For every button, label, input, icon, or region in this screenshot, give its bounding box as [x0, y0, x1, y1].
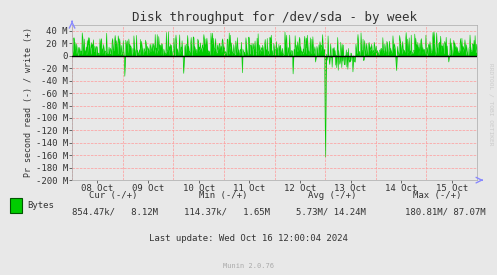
Text: 854.47k/   8.12M: 854.47k/ 8.12M — [72, 207, 158, 216]
Text: Bytes: Bytes — [27, 201, 54, 210]
Text: RRDTOOL / TOBI OETIKER: RRDTOOL / TOBI OETIKER — [488, 63, 493, 146]
Text: 180.81M/ 87.07M: 180.81M/ 87.07M — [405, 207, 486, 216]
Y-axis label: Pr second read (-) / write (+): Pr second read (-) / write (+) — [24, 28, 33, 177]
Text: Last update: Wed Oct 16 12:00:04 2024: Last update: Wed Oct 16 12:00:04 2024 — [149, 233, 348, 243]
Text: Max (-/+): Max (-/+) — [413, 191, 461, 200]
Text: 114.37k/   1.65M: 114.37k/ 1.65M — [184, 207, 270, 216]
Bar — [10, 197, 22, 213]
Title: Disk throughput for /dev/sda - by week: Disk throughput for /dev/sda - by week — [132, 10, 417, 24]
Text: Munin 2.0.76: Munin 2.0.76 — [223, 263, 274, 269]
Text: Min (-/+): Min (-/+) — [199, 191, 247, 200]
Text: 5.73M/ 14.24M: 5.73M/ 14.24M — [296, 207, 366, 216]
Text: Avg (-/+): Avg (-/+) — [308, 191, 356, 200]
Text: Cur (-/+): Cur (-/+) — [89, 191, 138, 200]
